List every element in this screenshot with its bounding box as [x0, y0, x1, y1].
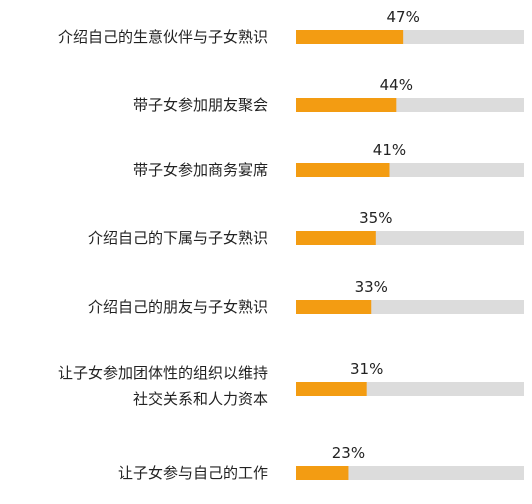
- value-label: 31%: [350, 360, 383, 378]
- value-label: 35%: [359, 209, 392, 227]
- category-label: 介绍自己的下属与子女熟识: [88, 229, 268, 247]
- bar: [296, 163, 390, 177]
- bar: [296, 382, 367, 396]
- value-label: 47%: [386, 8, 419, 26]
- value-label: 44%: [380, 76, 413, 94]
- category-label: 介绍自己的生意伙伴与子女熟识: [58, 28, 268, 46]
- category-label: 社交关系和人力资本: [133, 390, 268, 408]
- bar-track: [296, 466, 524, 480]
- category-label: 带子女参加朋友聚会: [133, 96, 268, 114]
- category-label: 让子女参加团体性的组织以维持: [58, 364, 268, 382]
- category-label: 介绍自己的朋友与子女熟识: [88, 298, 268, 316]
- category-label: 让子女参与自己的工作: [118, 464, 268, 482]
- bar: [296, 30, 404, 44]
- bar: [296, 300, 372, 314]
- value-label: 41%: [373, 141, 406, 159]
- value-label: 23%: [332, 444, 365, 462]
- value-label: 33%: [355, 278, 388, 296]
- bar: [296, 231, 376, 245]
- category-label: 带子女参加商务宴席: [133, 161, 268, 179]
- bar: [296, 98, 397, 112]
- bar: [296, 466, 349, 480]
